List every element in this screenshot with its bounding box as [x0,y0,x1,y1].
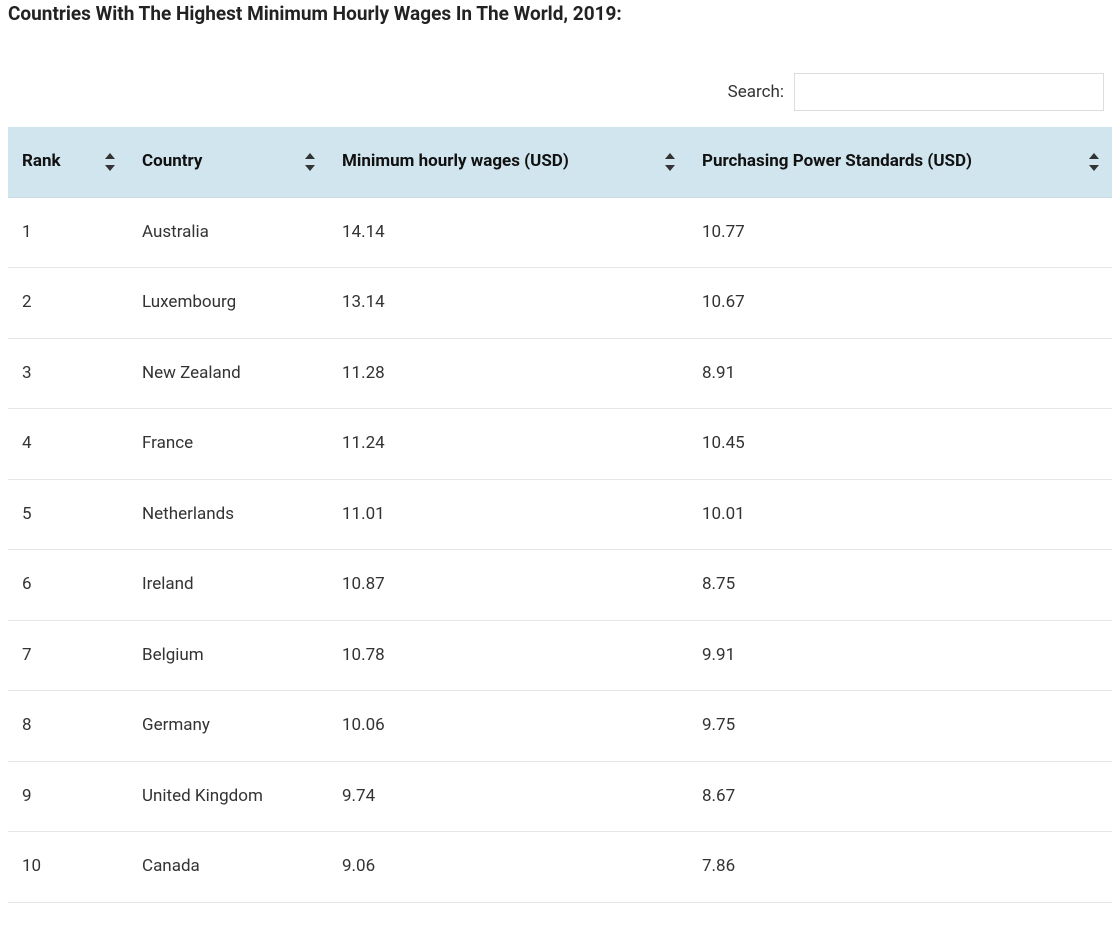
cell-rank: 10 [8,832,128,903]
col-header-label: Minimum hourly wages (USD) [342,149,589,175]
table-row: 1Australia14.1410.77 [8,197,1112,268]
cell-pps: 7.86 [688,832,1112,903]
cell-country: Canada [128,832,328,903]
table-row: 10Canada9.067.86 [8,832,1112,903]
table-body: 1Australia14.1410.772Luxembourg13.1410.6… [8,197,1112,902]
col-header-rank[interactable]: Rank [8,127,128,197]
cell-wage: 11.28 [328,338,688,409]
cell-pps: 9.75 [688,691,1112,762]
cell-wage: 11.01 [328,479,688,550]
cell-rank: 1 [8,197,128,268]
cell-pps: 8.91 [688,338,1112,409]
table-row: 2Luxembourg13.1410.67 [8,268,1112,339]
cell-pps: 10.01 [688,479,1112,550]
cell-rank: 3 [8,338,128,409]
cell-rank: 2 [8,268,128,339]
cell-pps: 10.67 [688,268,1112,339]
wages-table: Rank Country Minimum hourly wages (USD) … [8,127,1112,903]
table-row: 4France11.2410.45 [8,409,1112,480]
cell-wage: 10.78 [328,620,688,691]
table-row: 3New Zealand11.288.91 [8,338,1112,409]
cell-rank: 8 [8,691,128,762]
sort-icon[interactable] [1088,153,1100,171]
cell-rank: 4 [8,409,128,480]
cell-wage: 10.87 [328,550,688,621]
col-header-label: Country [142,149,222,175]
col-header-country[interactable]: Country [128,127,328,197]
col-header-label: Rank [22,149,81,175]
cell-wage: 14.14 [328,197,688,268]
cell-pps: 8.67 [688,761,1112,832]
cell-rank: 7 [8,620,128,691]
cell-country: Luxembourg [128,268,328,339]
table-header-row: Rank Country Minimum hourly wages (USD) … [8,127,1112,197]
table-row: 8Germany10.069.75 [8,691,1112,762]
cell-wage: 9.74 [328,761,688,832]
cell-wage: 11.24 [328,409,688,480]
cell-wage: 13.14 [328,268,688,339]
cell-country: Ireland [128,550,328,621]
col-header-wage[interactable]: Minimum hourly wages (USD) [328,127,688,197]
table-row: 5Netherlands11.0110.01 [8,479,1112,550]
table-row: 7Belgium10.789.91 [8,620,1112,691]
search-bar: Search: [8,73,1112,111]
cell-country: New Zealand [128,338,328,409]
cell-pps: 8.75 [688,550,1112,621]
cell-country: United Kingdom [128,761,328,832]
cell-pps: 10.77 [688,197,1112,268]
sort-icon[interactable] [304,153,316,171]
cell-country: France [128,409,328,480]
page-title: Countries With The Highest Minimum Hourl… [8,2,1112,25]
sort-icon[interactable] [104,153,116,171]
cell-wage: 9.06 [328,832,688,903]
cell-pps: 10.45 [688,409,1112,480]
cell-country: Australia [128,197,328,268]
sort-icon[interactable] [664,153,676,171]
cell-rank: 5 [8,479,128,550]
cell-wage: 10.06 [328,691,688,762]
cell-country: Netherlands [128,479,328,550]
col-header-label: Purchasing Power Standards (USD) [702,149,992,175]
search-label: Search: [728,82,784,102]
cell-country: Germany [128,691,328,762]
table-row: 9United Kingdom9.748.67 [8,761,1112,832]
table-row: 6Ireland10.878.75 [8,550,1112,621]
cell-pps: 9.91 [688,620,1112,691]
cell-rank: 6 [8,550,128,621]
cell-country: Belgium [128,620,328,691]
col-header-pps[interactable]: Purchasing Power Standards (USD) [688,127,1112,197]
cell-rank: 9 [8,761,128,832]
search-input[interactable] [794,73,1104,111]
